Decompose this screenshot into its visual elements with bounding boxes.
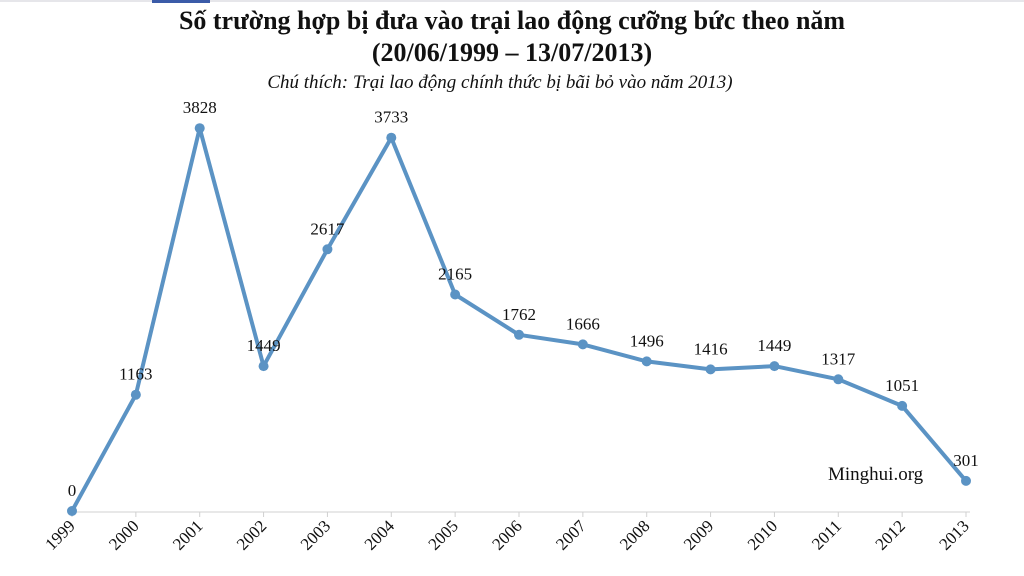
data-point-2007 xyxy=(577,339,588,350)
x-tick-label-1999: 1999 xyxy=(41,516,78,553)
data-point-2012 xyxy=(897,400,908,411)
x-tick-label-2005: 2005 xyxy=(424,516,461,553)
data-point-2001 xyxy=(194,123,205,134)
data-label-2008: 1496 xyxy=(630,331,664,350)
x-axis-ticks xyxy=(71,512,967,517)
x-tick-label-2006: 2006 xyxy=(488,516,525,553)
x-tick-label-2011: 2011 xyxy=(808,516,845,553)
data-point-2008 xyxy=(641,356,652,367)
data-label-2003: 2617 xyxy=(310,219,345,238)
data-points xyxy=(67,123,971,516)
data-point-2011 xyxy=(833,374,844,385)
watermark: Minghui.org xyxy=(828,464,924,485)
data-point-1999 xyxy=(67,506,77,516)
x-tick-label-2004: 2004 xyxy=(361,516,399,554)
top-accent-bar xyxy=(152,0,210,3)
data-point-2006 xyxy=(514,329,524,340)
data-label-2007: 1666 xyxy=(566,314,600,333)
x-tick-label-2007: 2007 xyxy=(552,516,590,554)
data-point-2013 xyxy=(961,475,971,486)
data-point-2002 xyxy=(258,361,269,372)
x-tick-labels: 1999 2000 2001 2002 2003 2004 2005 2006 2007 2008… xyxy=(41,516,972,554)
data-label-2000: 1163 xyxy=(119,365,152,384)
data-label-2005: 2165 xyxy=(438,265,472,284)
data-label-2010: 1449 xyxy=(757,336,791,355)
data-label-2002: 1449 xyxy=(247,336,281,355)
x-tick-label-2010: 2010 xyxy=(744,516,781,553)
x-tick-label-2002: 2002 xyxy=(233,516,270,553)
data-label-1999: 0 xyxy=(68,481,77,500)
chart-title-line-2: (20/06/1999 – 13/07/2013) xyxy=(371,38,653,67)
data-label-2006: 1762 xyxy=(502,305,536,324)
x-tick-label-2008: 2008 xyxy=(616,516,653,553)
data-point-2005 xyxy=(450,289,461,300)
x-tick-label-2003: 2003 xyxy=(297,516,334,553)
data-label-2013: 301 xyxy=(953,451,979,470)
x-tick-label-2012: 2012 xyxy=(871,516,908,553)
chart-title-line-1: Số trường hợp bị đưa vào trại lao động c… xyxy=(178,6,846,35)
data-label-2004: 3733 xyxy=(374,108,408,127)
data-label-2012: 1051 xyxy=(885,376,919,395)
x-tick-label-2001: 2001 xyxy=(169,516,206,553)
data-point-2004 xyxy=(386,132,397,143)
data-point-2009 xyxy=(705,364,716,375)
data-point-2010 xyxy=(769,361,780,372)
x-tick-label-2000: 2000 xyxy=(105,516,142,553)
x-tick-label-2013: 2013 xyxy=(935,516,972,553)
x-tick-label-2009: 2009 xyxy=(680,516,717,553)
data-point-2003 xyxy=(322,244,333,255)
data-label-2001: 3828 xyxy=(183,98,217,117)
chart-subtitle: Chú thích: Trại lao động chính thức bị b… xyxy=(267,72,733,93)
data-labels: 0 1163 3828 1449 2617 3733 2165 1762 1666 1496 141… xyxy=(68,98,979,500)
data-label-2009: 1416 xyxy=(694,339,728,358)
top-border xyxy=(0,0,1024,2)
data-point-2000 xyxy=(130,389,141,400)
data-label-2011: 1317 xyxy=(821,349,856,368)
